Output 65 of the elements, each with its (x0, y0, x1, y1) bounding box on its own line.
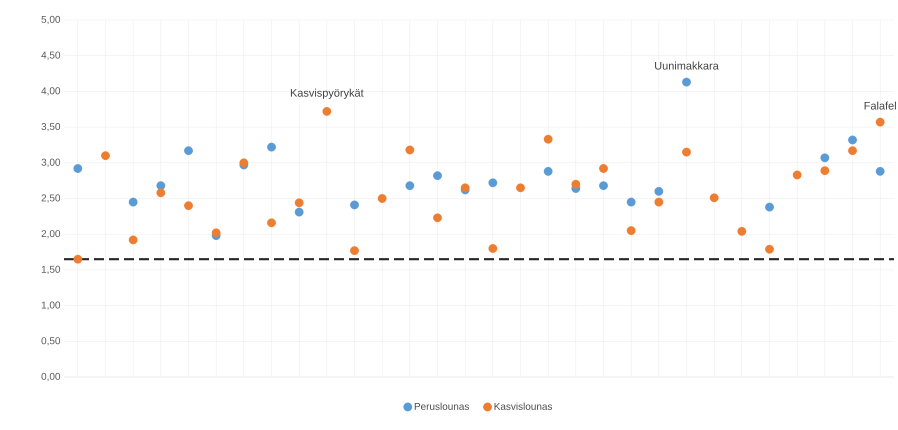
y-tick-label: 2,00 (42, 230, 60, 238)
point (654, 198, 664, 206)
point (378, 194, 387, 203)
point (73, 164, 82, 173)
point (876, 166, 885, 176)
point (488, 244, 498, 253)
point (792, 170, 802, 180)
point (128, 236, 138, 244)
annotation: Kasvispyörykät (290, 88, 364, 99)
point (350, 200, 359, 210)
point (682, 78, 691, 87)
point (294, 208, 304, 216)
y-tick-label: 4,00 (41, 87, 60, 96)
point (848, 146, 857, 156)
point (156, 188, 166, 198)
y-tick-label: 2,50 (42, 194, 60, 203)
point (765, 244, 774, 254)
point (460, 183, 470, 192)
point (433, 171, 442, 180)
point (599, 164, 608, 173)
point (626, 226, 636, 236)
point (294, 198, 304, 208)
point (128, 198, 138, 206)
point (101, 151, 110, 160)
y-tick-label: 0,00 (41, 372, 60, 382)
point (405, 181, 414, 190)
point (682, 148, 691, 156)
point (405, 146, 414, 154)
point (267, 142, 276, 152)
y-tick-label: 5,00 (41, 16, 60, 24)
point (156, 181, 166, 190)
y-tick-label: 4,50 (41, 52, 60, 60)
point (876, 118, 885, 126)
y-tick-label: 0,50 (41, 337, 60, 346)
point (820, 166, 830, 176)
point (626, 198, 636, 206)
point (848, 136, 857, 144)
point (710, 193, 719, 202)
point (765, 202, 774, 212)
point (433, 213, 442, 222)
point (654, 186, 664, 196)
point (73, 254, 82, 264)
legend-label: Kasvislounas (494, 402, 552, 410)
point (516, 183, 525, 192)
point (212, 228, 221, 238)
point (267, 218, 276, 228)
point (488, 178, 498, 188)
point (820, 153, 830, 162)
point (350, 246, 359, 256)
point (544, 166, 553, 176)
point (239, 158, 248, 168)
point (184, 201, 193, 210)
annotation: Uunimakkara (655, 62, 719, 70)
y-tick-label: 1,00 (42, 301, 60, 310)
point (544, 134, 553, 144)
y-tick-label: 3,00 (41, 158, 60, 167)
y-tick-label: 1,50 (42, 266, 60, 274)
point (571, 180, 580, 189)
legend-label: Peruslounas (414, 402, 469, 410)
point (322, 106, 332, 116)
annotation: Falafel (864, 102, 896, 110)
point (184, 146, 193, 156)
point (737, 226, 746, 236)
y-tick-label: 3,50 (41, 122, 60, 132)
point (599, 181, 608, 190)
